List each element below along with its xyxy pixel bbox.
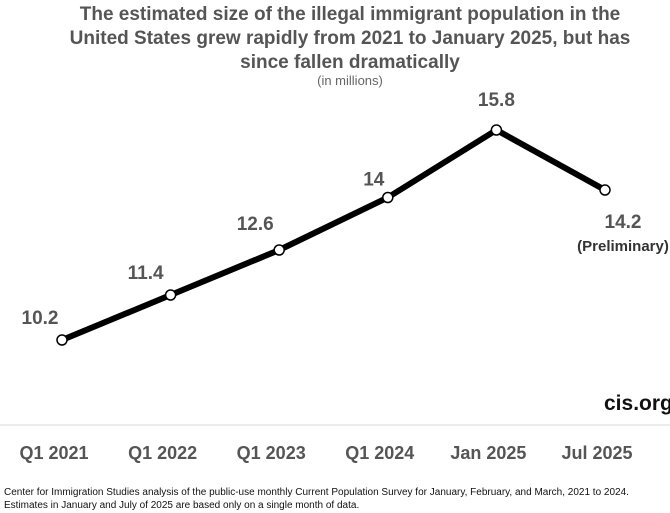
preliminary-annotation: (Preliminary): [577, 238, 669, 255]
data-label: 12.6: [237, 214, 274, 235]
brand-label: cis.org: [604, 392, 670, 415]
footnote: Center for Immigration Studies analysis …: [4, 486, 629, 512]
x-tick-label: Q1 2024: [345, 443, 414, 463]
data-label: 14: [363, 170, 385, 191]
data-label: 14.2: [605, 212, 642, 233]
data-point: [164, 289, 177, 301]
x-tick-label: Jan 2025: [450, 443, 526, 463]
data-point: [273, 244, 285, 256]
data-point: [490, 124, 503, 136]
data-label: 15.8: [478, 90, 515, 111]
data-point: [56, 334, 68, 346]
chart-subtitle: (in millions): [317, 73, 383, 88]
data-label: 10.2: [22, 308, 59, 329]
x-tick-label: Q1 2023: [237, 443, 306, 463]
data-label: 11.4: [128, 263, 164, 284]
x-tick-label: Q1 2021: [19, 443, 88, 463]
x-tick-label: Q1 2022: [128, 443, 197, 463]
title-line: since fallen dramatically: [240, 52, 460, 73]
title-line: The estimated size of the illegal immigr…: [79, 4, 621, 25]
series-line: [60, 127, 607, 343]
data-point: [599, 184, 611, 196]
chart-title: The estimated size of the illegal immigr…: [0, 3, 670, 75]
footnote-line: Estimates in January and July of 2025 ar…: [4, 500, 360, 511]
title-line: United States grew rapidly from 2021 to …: [69, 28, 631, 49]
footnote-line: Center for Immigration Studies analysis …: [4, 487, 629, 498]
x-tick-label: Jul 2025: [561, 443, 632, 463]
data-point: [382, 191, 394, 204]
